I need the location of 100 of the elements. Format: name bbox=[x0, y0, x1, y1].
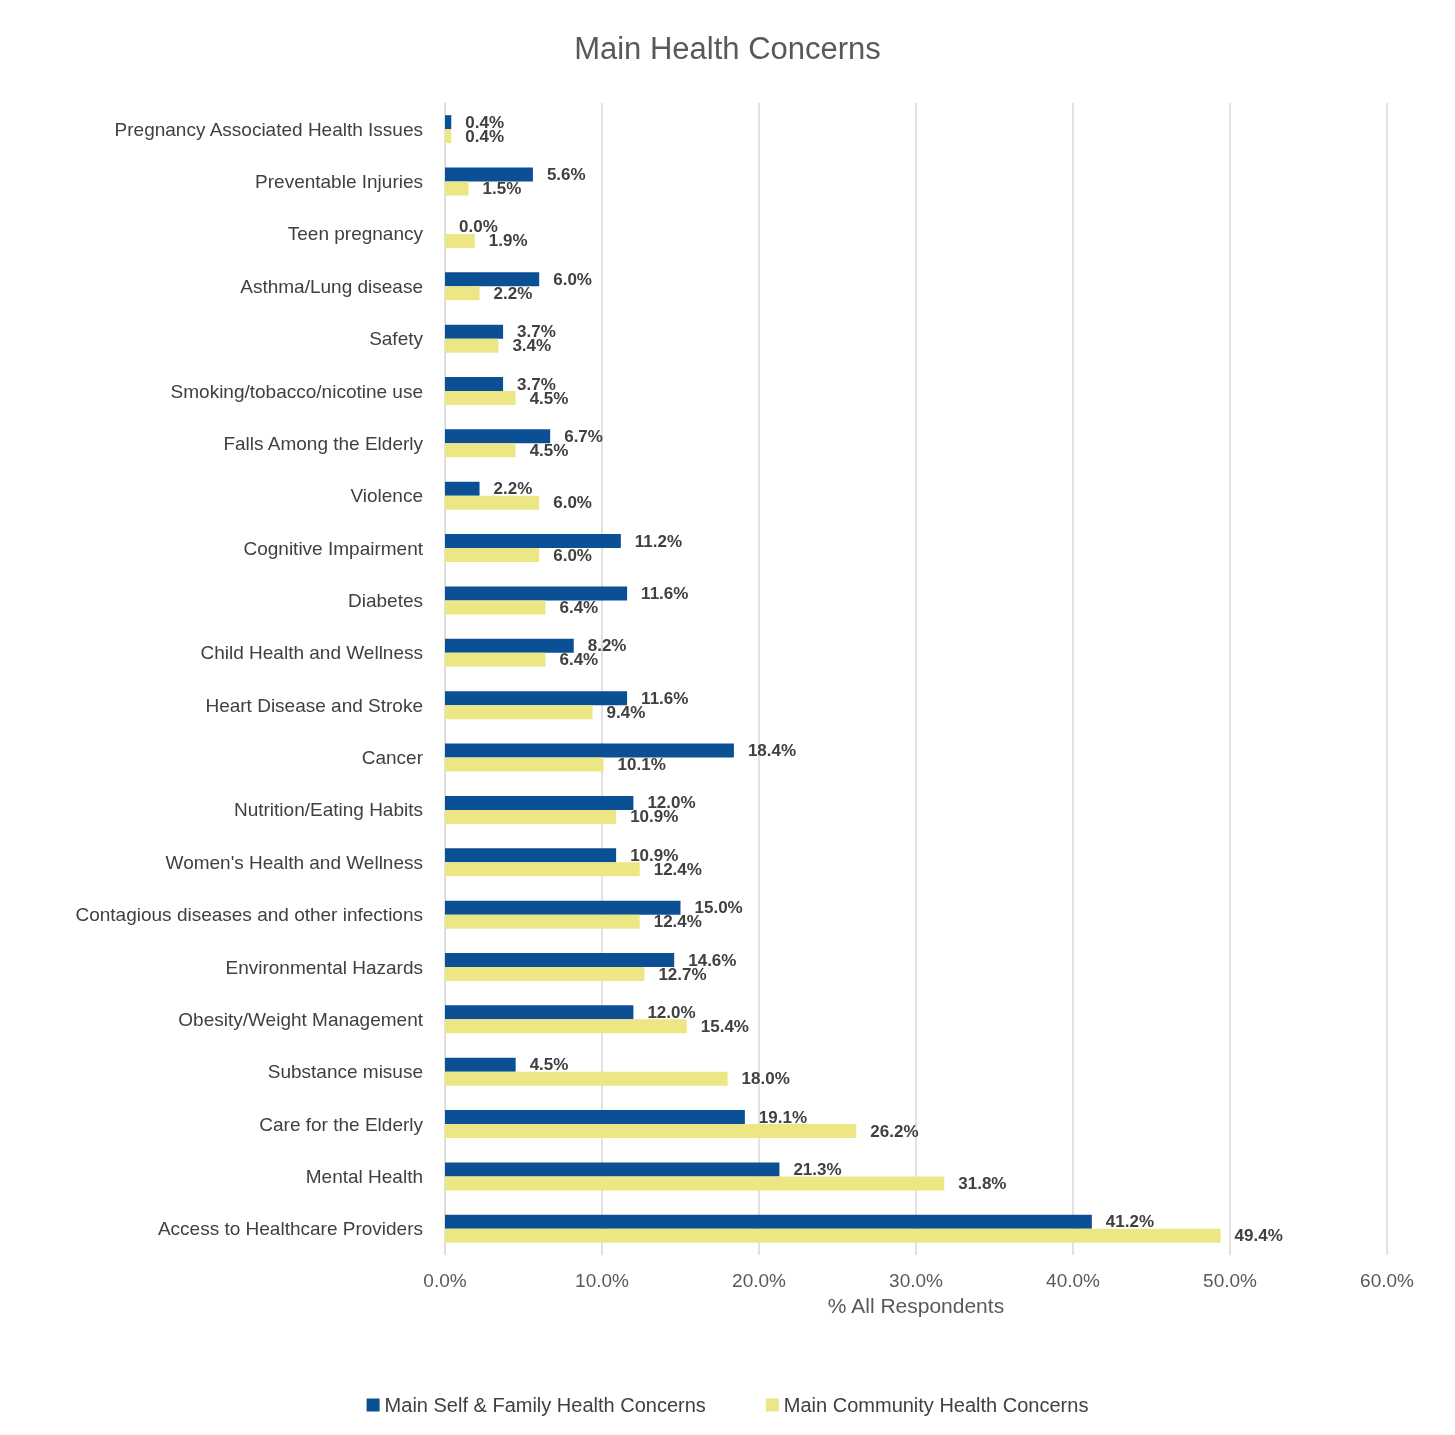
bar bbox=[445, 862, 640, 877]
bar bbox=[445, 272, 540, 287]
bar bbox=[445, 377, 504, 391]
bar bbox=[445, 286, 480, 301]
bar bbox=[445, 115, 452, 130]
data-label: 21.3% bbox=[793, 1159, 842, 1179]
y-tick-label: Heart Disease and Stroke bbox=[205, 694, 423, 716]
bar bbox=[445, 1176, 945, 1191]
bar bbox=[445, 809, 617, 824]
bar bbox=[445, 324, 504, 339]
bar bbox=[445, 429, 551, 444]
bar bbox=[445, 1110, 745, 1125]
bar bbox=[445, 391, 516, 405]
bar bbox=[445, 638, 574, 653]
x-tick-label: 50.0% bbox=[1203, 1270, 1258, 1291]
bar bbox=[445, 181, 469, 196]
y-tick-label: Care for the Elderly bbox=[259, 1113, 424, 1135]
bar bbox=[445, 1124, 857, 1139]
y-tick-label: Asthma/Lung disease bbox=[240, 275, 423, 297]
bar bbox=[445, 757, 604, 772]
y-tick-label: Obesity/Weight Management bbox=[178, 1008, 424, 1030]
bar bbox=[445, 1005, 634, 1020]
y-tick-label: Substance misuse bbox=[267, 1061, 423, 1083]
y-tick-label: Pregnancy Associated Health Issues bbox=[114, 118, 423, 140]
bar bbox=[445, 338, 499, 353]
bar bbox=[445, 795, 634, 810]
bar bbox=[445, 129, 452, 144]
data-label: 6.0% bbox=[553, 269, 592, 289]
bar bbox=[445, 548, 540, 563]
bar bbox=[445, 967, 645, 981]
data-label: 2.2% bbox=[493, 283, 533, 303]
bar bbox=[445, 1228, 1221, 1243]
y-tick-label: Mental Health bbox=[305, 1165, 423, 1187]
data-label: 6.4% bbox=[559, 597, 599, 617]
data-label: 4.5% bbox=[529, 1055, 569, 1075]
data-label: 1.5% bbox=[482, 179, 522, 199]
data-label: 11.6% bbox=[641, 688, 689, 708]
legend-label: Main Community Health Concerns bbox=[783, 1394, 1089, 1416]
y-tick-label: Violence bbox=[350, 485, 423, 507]
bar bbox=[445, 848, 617, 863]
x-tick-label: 0.0% bbox=[423, 1270, 467, 1291]
legend-label: Main Self & Family Health Concerns bbox=[384, 1394, 706, 1416]
data-label: 2.2% bbox=[493, 479, 533, 499]
x-tick-label: 20.0% bbox=[732, 1270, 787, 1291]
bar bbox=[445, 600, 546, 615]
x-tick-label: 40.0% bbox=[1046, 1270, 1101, 1291]
data-label: 26.2% bbox=[870, 1121, 919, 1141]
data-label: 10.1% bbox=[617, 755, 666, 775]
bar bbox=[445, 953, 675, 967]
y-tick-label: Falls Among the Elderly bbox=[223, 432, 424, 454]
x-tick-label: 30.0% bbox=[889, 1270, 944, 1291]
bar bbox=[445, 481, 480, 496]
data-label: 19.1% bbox=[758, 1107, 808, 1127]
bar bbox=[445, 586, 628, 601]
x-tick-label: 10.0% bbox=[575, 1270, 630, 1291]
bar bbox=[445, 534, 621, 549]
bar bbox=[445, 900, 681, 915]
bar bbox=[445, 443, 516, 458]
data-label: 12.0% bbox=[647, 1002, 696, 1022]
y-tick-label: Women's Health and Wellness bbox=[165, 851, 423, 873]
y-tick-label: Cognitive Impairment bbox=[243, 537, 424, 559]
y-tick-label: Preventable Injuries bbox=[255, 171, 423, 193]
chart-title: Main Health Concerns bbox=[574, 31, 881, 66]
data-label: 11.6% bbox=[641, 583, 689, 603]
data-label: 6.0% bbox=[553, 493, 592, 513]
y-tick-label: Teen pregnancy bbox=[287, 223, 424, 245]
bar bbox=[445, 1019, 687, 1034]
data-label: 41.2% bbox=[1105, 1212, 1155, 1232]
bar bbox=[445, 652, 546, 667]
y-tick-label: Smoking/tobacco/nicotine use bbox=[170, 380, 423, 402]
data-label: 15.4% bbox=[700, 1016, 749, 1036]
data-label: 5.6% bbox=[546, 165, 586, 185]
bar bbox=[445, 914, 640, 929]
bar bbox=[445, 1214, 1092, 1229]
y-tick-label: Environmental Hazards bbox=[225, 956, 423, 978]
bar bbox=[445, 1162, 780, 1177]
x-tick-label: 60.0% bbox=[1360, 1270, 1415, 1291]
data-label: 31.8% bbox=[958, 1173, 1007, 1193]
data-label: 11.2% bbox=[634, 531, 683, 551]
y-tick-label: Cancer bbox=[361, 747, 424, 769]
bar bbox=[445, 495, 540, 510]
bar bbox=[445, 167, 533, 182]
y-tick-label: Access to Healthcare Providers bbox=[157, 1218, 423, 1240]
y-tick-label: Nutrition/Eating Habits bbox=[233, 799, 423, 821]
bar bbox=[445, 1057, 516, 1072]
y-tick-label: Diabetes bbox=[348, 589, 423, 611]
y-tick-label: Child Health and Wellness bbox=[200, 642, 423, 664]
y-tick-label: Contagious diseases and other infections bbox=[75, 904, 423, 926]
data-label: 6.7% bbox=[564, 426, 603, 446]
data-label: 18.0% bbox=[741, 1069, 790, 1089]
bar bbox=[445, 705, 593, 720]
data-label: 49.4% bbox=[1234, 1226, 1283, 1246]
bar bbox=[445, 1071, 728, 1086]
x-axis-title: % All Respondents bbox=[827, 1294, 1005, 1317]
bar bbox=[445, 743, 734, 758]
data-label: 18.4% bbox=[747, 741, 797, 761]
data-label: 6.0% bbox=[553, 545, 592, 565]
y-tick-label: Safety bbox=[369, 328, 424, 350]
bar bbox=[445, 691, 628, 706]
bar bbox=[445, 233, 475, 248]
